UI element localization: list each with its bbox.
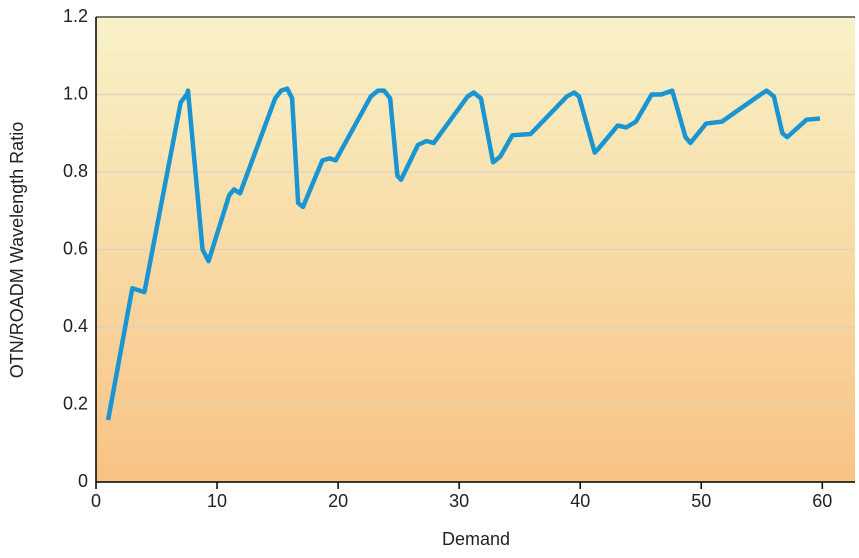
x-tick-label: 20 xyxy=(328,491,348,511)
data-line xyxy=(105,86,821,421)
y-tick-label: 1.0 xyxy=(63,83,88,103)
y-tick-label: 0.8 xyxy=(63,161,88,181)
x-tick-label: 30 xyxy=(449,491,469,511)
x-tick-label: 10 xyxy=(207,491,227,511)
x-tick-label: 40 xyxy=(570,491,590,511)
y-tick-label: 0.4 xyxy=(63,316,88,336)
x-axis-label: Demand xyxy=(442,529,510,549)
y-axis-label: OTN/ROADM Wavelength Ratio xyxy=(7,122,27,378)
y-tick-label: 1.2 xyxy=(63,6,88,26)
x-tick-label: 0 xyxy=(91,491,101,511)
x-tick-label: 60 xyxy=(812,491,832,511)
x-tick-label: 50 xyxy=(691,491,711,511)
y-tick-label: 0 xyxy=(78,471,88,491)
y-tick-label: 0.2 xyxy=(63,393,88,413)
y-tick-label: 0.6 xyxy=(63,238,88,258)
